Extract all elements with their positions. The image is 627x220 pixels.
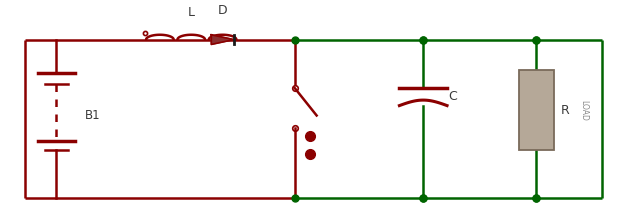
Text: LOAD: LOAD [579,100,588,120]
FancyBboxPatch shape [519,70,554,150]
Text: R: R [561,103,570,117]
Text: D: D [218,4,228,17]
Text: L: L [187,6,195,19]
Text: C: C [448,90,457,103]
Text: B1: B1 [85,109,100,122]
Polygon shape [211,35,234,44]
